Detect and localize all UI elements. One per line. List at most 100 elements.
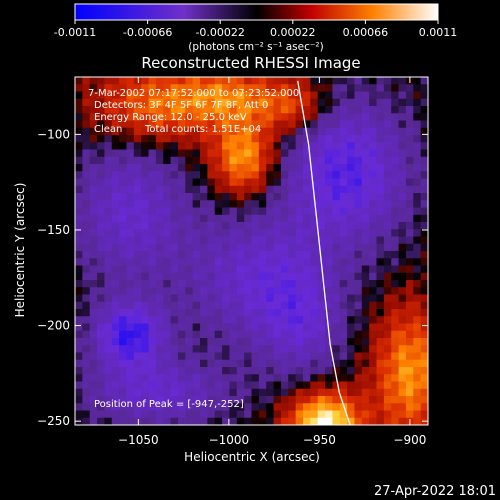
heatmap-cell: [302, 381, 311, 390]
heatmap-cell: [354, 243, 363, 252]
heatmap-cell: [317, 214, 326, 223]
heatmap-cell: [405, 265, 414, 274]
heatmap-cell: [177, 381, 186, 390]
heatmap-cell: [185, 98, 194, 107]
heatmap-cell: [111, 287, 120, 295]
heatmap-cell: [200, 98, 208, 107]
heatmap-cell: [339, 243, 348, 252]
heatmap-cell: [273, 135, 282, 143]
heatmap-cell: [391, 149, 399, 158]
heatmap-cell: [82, 142, 91, 150]
heatmap-cell: [302, 200, 311, 208]
heatmap-cell: [317, 367, 326, 375]
heatmap-cell: [332, 156, 341, 165]
heatmap-cell: [295, 345, 304, 353]
heatmap-cell: [405, 345, 414, 353]
heatmap-cell: [391, 77, 399, 85]
heatmap-cell: [82, 403, 91, 411]
heatmap-cell: [89, 243, 98, 252]
heatmap-cell: [317, 207, 326, 216]
heatmap-cell: [383, 135, 392, 143]
heatmap-cell: [244, 84, 252, 92]
heatmap-cell: [155, 265, 164, 274]
heatmap-cell: [383, 417, 392, 425]
heatmap-cell: [347, 410, 355, 419]
heatmap-cell: [369, 309, 377, 317]
heatmap-cell: [288, 338, 297, 346]
heatmap-cell: [332, 91, 341, 100]
heatmap-cell: [207, 352, 216, 361]
heatmap-cell: [361, 345, 370, 353]
heatmap-cell: [155, 352, 164, 361]
heatmap-cell: [383, 309, 392, 317]
heatmap-cell: [119, 207, 127, 216]
heatmap-cell: [405, 127, 414, 136]
heatmap-cell: [170, 338, 179, 346]
heatmap-cell: [75, 127, 83, 136]
heatmap-cell: [126, 417, 135, 425]
heatmap-cell: [89, 287, 98, 295]
heatmap-cell: [376, 417, 385, 425]
heatmap-cell: [185, 294, 194, 303]
heatmap-cell: [391, 367, 399, 375]
heatmap-cell: [97, 229, 105, 237]
heatmap-cell: [288, 367, 297, 375]
heatmap-cell: [295, 265, 304, 274]
heatmap-cell: [405, 309, 414, 317]
heatmap-cell: [332, 142, 341, 150]
heatmap-cell: [280, 113, 289, 121]
heatmap-cell: [405, 193, 414, 201]
heatmap-cell: [302, 367, 311, 375]
heatmap-cell: [207, 280, 216, 288]
heatmap-cell: [170, 135, 179, 143]
heatmap-cell: [236, 323, 245, 332]
heatmap-cell: [185, 200, 194, 208]
heatmap-cell: [398, 301, 407, 310]
heatmap-cell: [177, 309, 186, 317]
heatmap-cell: [170, 417, 179, 425]
heatmap-cell: [325, 178, 333, 187]
heatmap-cell: [325, 185, 333, 194]
heatmap-cell: [398, 410, 407, 419]
heatmap-cell: [376, 84, 385, 92]
heatmap-cell: [119, 200, 127, 208]
heatmap-cell: [420, 113, 428, 121]
heatmap-cell: [111, 280, 120, 288]
heatmap-cell: [273, 309, 282, 317]
heatmap-cell: [339, 142, 348, 150]
heatmap-cell: [354, 417, 363, 425]
heatmap-cell: [200, 135, 208, 143]
heatmap-cell: [369, 142, 377, 150]
heatmap-cell: [244, 171, 252, 179]
heatmap-cell: [207, 156, 216, 165]
heatmap-cell: [251, 207, 260, 216]
heatmap-cell: [192, 316, 201, 324]
heatmap-cell: [141, 338, 149, 346]
heatmap-cell: [376, 359, 385, 368]
heatmap-cell: [258, 222, 267, 230]
heatmap-cell: [273, 236, 282, 245]
heatmap-cell: [266, 309, 274, 317]
heatmap-cell: [119, 142, 127, 150]
heatmap-cell: [325, 381, 333, 390]
heatmap-cell: [141, 171, 149, 179]
heatmap-cell: [126, 207, 135, 216]
heatmap-cell: [258, 272, 267, 281]
heatmap-cell: [119, 156, 127, 165]
heatmap-cell: [325, 359, 333, 368]
heatmap-cell: [398, 127, 407, 136]
heatmap-cell: [325, 301, 333, 310]
heatmap-cell: [155, 171, 164, 179]
heatmap-cell: [251, 142, 260, 150]
heatmap-cell: [310, 106, 319, 114]
heatmap-cell: [420, 359, 428, 368]
heatmap-cell: [170, 178, 179, 187]
heatmap-cell: [383, 106, 392, 114]
heatmap-cell: [111, 214, 120, 223]
heatmap-cell: [97, 388, 105, 397]
heatmap-cell: [420, 280, 428, 288]
heatmap-cell: [325, 265, 333, 274]
heatmap-cell: [405, 178, 414, 187]
heatmap-cell: [332, 417, 341, 425]
heatmap-cell: [148, 258, 157, 266]
